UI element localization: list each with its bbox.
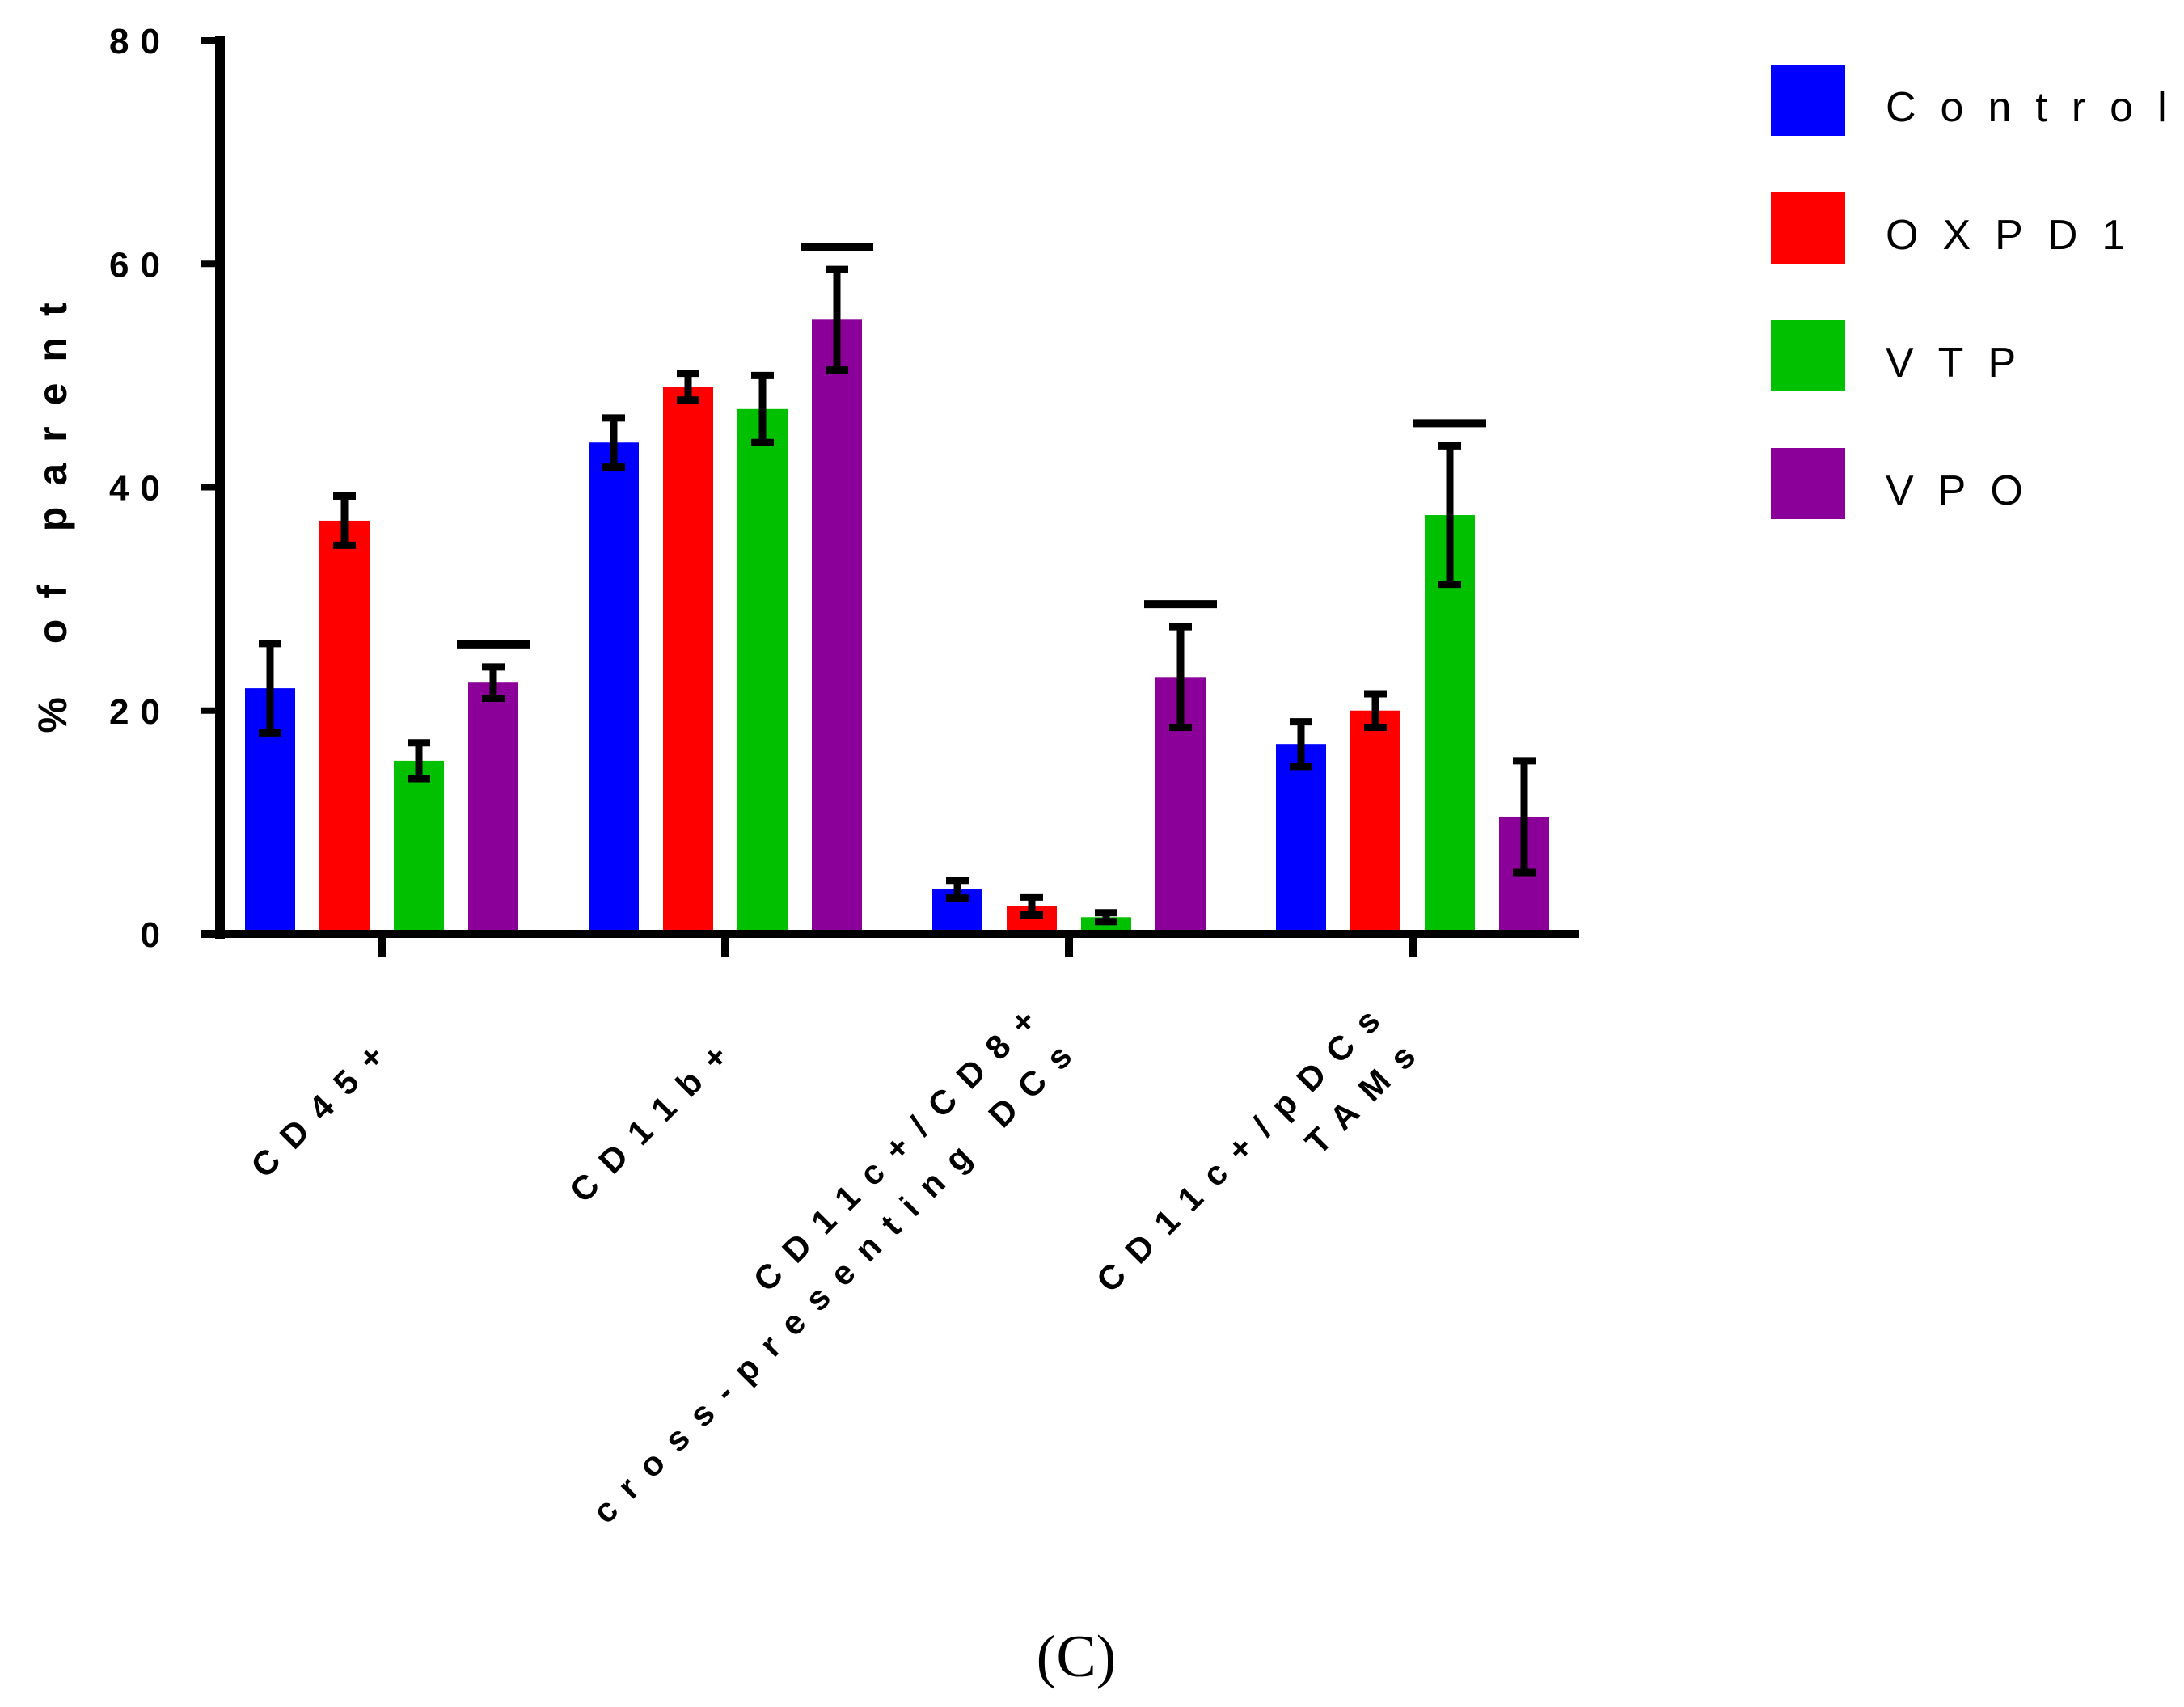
legend-swatch-oxpd1 xyxy=(1771,192,1845,264)
bar-oxpd1-1 xyxy=(663,387,713,934)
x-tick-label-2-0: CD11c+/CD8+ xyxy=(746,990,1055,1299)
x-tick-label-group-0: CD45+ xyxy=(243,1025,403,1185)
bar-vtp-0 xyxy=(394,760,444,934)
y-tick-label-40: 40 xyxy=(109,469,171,509)
y-tick-label-0: 0 xyxy=(141,915,171,955)
y-tick-label-20: 20 xyxy=(109,692,171,732)
legend-swatch-vtp xyxy=(1771,320,1845,391)
legend-swatch-control xyxy=(1771,65,1845,136)
bar-control-3 xyxy=(1276,744,1326,934)
legend: Control OXPD1 VTP VPO xyxy=(1771,65,2184,519)
x-tick-label-0-0: CD45+ xyxy=(243,1025,403,1185)
x-tick-label-1-0: CD11b+ xyxy=(562,1025,746,1210)
x-tick-label-group-2: CD11c+/CD8+cross-presenting DCs xyxy=(585,990,1091,1531)
x-tick-label-3-0: CD11c+/pDCs xyxy=(1089,990,1399,1299)
legend-label-oxpd1: OXPD1 xyxy=(1886,212,2149,259)
y-tick-label-80: 80 xyxy=(109,22,171,61)
figure-caption: (C) xyxy=(1037,1624,1117,1690)
y-tick-label-60: 60 xyxy=(109,245,171,285)
legend-label-vtp: VTP xyxy=(1886,340,2040,387)
bar-vpo-1 xyxy=(812,319,862,934)
bar-oxpd1-0 xyxy=(319,520,370,934)
bar-oxpd1-3 xyxy=(1350,710,1400,934)
bar-control-1 xyxy=(589,442,639,934)
legend-label-vpo: VPO xyxy=(1886,467,2047,514)
bar-vtp-1 xyxy=(737,408,788,934)
legend-swatch-vpo xyxy=(1771,448,1845,519)
y-axis-title: % of parent xyxy=(30,281,75,733)
legend-label-control: Control xyxy=(1886,84,2184,131)
x-tick-label-group-1: CD11b+ xyxy=(562,1025,746,1210)
bar-vtp-2 xyxy=(1081,917,1131,934)
plot-area xyxy=(245,243,1549,934)
bar-vpo-0 xyxy=(468,682,518,934)
